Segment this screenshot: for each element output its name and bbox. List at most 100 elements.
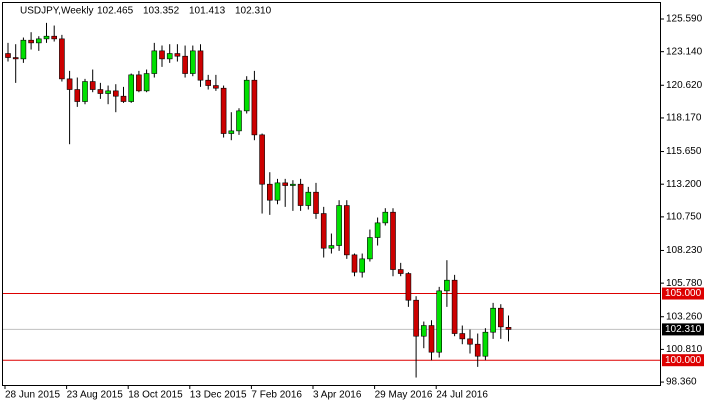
candle-body bbox=[474, 343, 481, 357]
candle-body bbox=[367, 237, 373, 260]
candle-body bbox=[428, 325, 435, 353]
x-tick-label: 3 Apr 2016 bbox=[313, 390, 362, 401]
candle-body bbox=[390, 211, 396, 270]
candle-body bbox=[182, 55, 188, 74]
y-tick-label: 113.200 bbox=[666, 179, 702, 190]
candle-body bbox=[236, 110, 242, 132]
candle-body bbox=[174, 53, 181, 57]
candle-body bbox=[405, 273, 412, 301]
plot-frame bbox=[2, 2, 661, 386]
candle-body bbox=[444, 279, 450, 292]
candle-body bbox=[5, 53, 11, 58]
candle-body bbox=[490, 307, 496, 333]
candle-body bbox=[251, 79, 258, 136]
y-tick-label: 103.260 bbox=[666, 311, 703, 322]
candle-body bbox=[313, 191, 319, 214]
candle-body bbox=[136, 74, 142, 92]
candle-body bbox=[59, 38, 65, 80]
candle-body bbox=[397, 269, 404, 274]
y-tick-label: 98.360 bbox=[666, 377, 697, 388]
y-tick-label: 123.140 bbox=[666, 46, 703, 57]
header-value: 102.310 bbox=[235, 6, 272, 17]
candle-body bbox=[220, 87, 227, 134]
y-tick-label: 105.780 bbox=[666, 278, 703, 289]
candle-body bbox=[420, 325, 427, 337]
x-tick-label: 29 May 2016 bbox=[375, 390, 433, 401]
candle-body bbox=[74, 89, 81, 102]
level-label-box bbox=[662, 287, 704, 300]
candle-body bbox=[205, 79, 211, 86]
candle-body bbox=[343, 205, 350, 256]
candle-body bbox=[143, 73, 150, 92]
candle-body bbox=[290, 183, 296, 186]
header-value: 102.465 bbox=[97, 6, 134, 17]
candle-body bbox=[228, 130, 235, 134]
chart-title: USDJPY,Weekly bbox=[20, 6, 94, 17]
level-label: 100.000 bbox=[665, 355, 702, 366]
candle-body bbox=[282, 182, 289, 186]
candle-body bbox=[197, 50, 204, 81]
candle-body bbox=[243, 79, 250, 112]
header-value: 103.352 bbox=[143, 6, 180, 17]
candle-body bbox=[266, 183, 273, 201]
candle-body bbox=[259, 134, 265, 185]
candle-body bbox=[190, 50, 196, 74]
candle-body bbox=[374, 222, 381, 238]
candle-body bbox=[12, 57, 19, 60]
x-tick-label: 7 Feb 2016 bbox=[251, 390, 302, 401]
candle-body bbox=[274, 182, 281, 201]
current-price-box bbox=[662, 323, 704, 336]
candle-body bbox=[151, 50, 158, 74]
y-tick-label: 118.170 bbox=[666, 113, 702, 124]
y-tick-label: 100.810 bbox=[666, 344, 703, 355]
candle-body bbox=[382, 211, 389, 224]
candle-body bbox=[413, 299, 419, 337]
x-tick-label: 13 Dec 2015 bbox=[190, 390, 247, 401]
candle-body bbox=[359, 258, 366, 273]
candle-body bbox=[320, 213, 327, 249]
candle-body bbox=[35, 38, 42, 44]
x-tick-label: 23 Aug 2015 bbox=[67, 390, 124, 401]
candle-body bbox=[97, 89, 104, 94]
x-tick-label: 28 Jun 2015 bbox=[5, 390, 60, 401]
candle-body bbox=[351, 254, 358, 273]
candle-body bbox=[28, 39, 34, 44]
candle-body bbox=[213, 85, 219, 89]
y-tick-label: 108.230 bbox=[666, 245, 703, 256]
candle-body bbox=[505, 327, 512, 330]
candle-body bbox=[305, 191, 312, 206]
y-tick-label: 110.750 bbox=[666, 212, 702, 223]
x-tick-label: 24 Jul 2016 bbox=[436, 390, 488, 401]
level-label-box bbox=[662, 354, 704, 367]
candle-body bbox=[166, 53, 173, 60]
candle-body bbox=[497, 307, 504, 328]
candle-body bbox=[482, 331, 489, 357]
candle-body bbox=[105, 90, 111, 94]
candle-body bbox=[128, 74, 134, 102]
y-tick-label: 115.650 bbox=[666, 146, 702, 157]
candle-body bbox=[159, 50, 165, 60]
candle-body bbox=[120, 95, 127, 102]
candle-body bbox=[459, 333, 466, 340]
candle-body bbox=[89, 81, 96, 90]
candle-body bbox=[451, 279, 458, 334]
candle-body bbox=[82, 81, 88, 102]
candle-body bbox=[51, 35, 58, 40]
candle-body bbox=[66, 78, 73, 90]
candle-body bbox=[328, 245, 335, 249]
current-price-label: 102.310 bbox=[665, 324, 702, 335]
y-tick-label: 120.620 bbox=[666, 80, 703, 91]
header-value: 101.413 bbox=[189, 6, 226, 17]
x-tick-label: 18 Oct 2015 bbox=[128, 390, 183, 401]
candle-body bbox=[336, 205, 342, 246]
candle-body bbox=[20, 39, 27, 60]
candle-body bbox=[436, 290, 443, 353]
candle-body bbox=[467, 338, 473, 345]
level-label: 105.000 bbox=[665, 288, 702, 299]
candle-body bbox=[297, 183, 304, 206]
candle-body bbox=[43, 35, 50, 40]
candle-body bbox=[113, 90, 119, 97]
y-tick-label: 125.590 bbox=[666, 14, 703, 25]
